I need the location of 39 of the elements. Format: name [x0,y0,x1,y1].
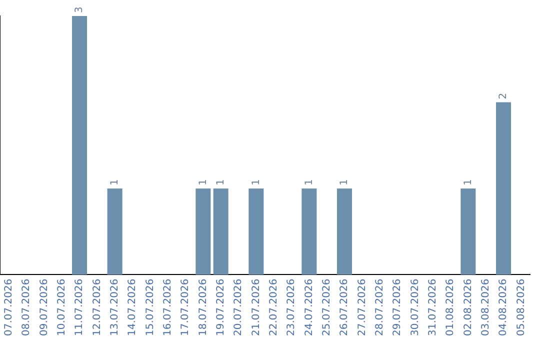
x-tick-label: 03.08.2026 [480,278,492,336]
x-tick-label: 15.07.2026 [144,278,156,336]
x-tick-label: 28.07.2026 [374,278,386,336]
x-tick-label: 11.07.2026 [74,278,86,336]
x-tick-label: 04.08.2026 [498,278,510,336]
x-tick-label: 13.07.2026 [109,278,120,336]
data-label: 2 [498,92,510,100]
data-label: 1 [109,179,120,186]
x-tick-label: 27.07.2026 [356,278,368,336]
x-tick-label: 02.08.2026 [462,278,474,336]
x-tick-label: 14.07.2026 [127,278,138,336]
x-tick-label: 21.07.2026 [250,278,262,336]
x-tick-label: 12.07.2026 [92,278,103,336]
data-label: 1 [215,179,226,186]
x-tick-label: 20.07.2026 [233,278,244,336]
data-label: 3 [74,6,86,13]
x-tick-label: 08.07.2026 [21,278,32,336]
x-tick-label: 30.07.2026 [410,278,421,336]
x-tick-label: 24.07.2026 [304,278,315,336]
x-tick-label: 25.07.2026 [321,278,332,336]
x-tick-label: 29.07.2026 [392,278,404,336]
x-tick-label: 23.07.2026 [286,278,298,336]
x-tick-label: 19.07.2026 [215,278,226,336]
data-label: 1 [250,179,262,186]
data-label: 1 [304,179,315,186]
data-label: 1 [198,179,209,186]
x-tick-label: 22.07.2026 [268,278,280,336]
x-tick-label: 09.07.2026 [38,278,50,336]
x-tick-label: 17.07.2026 [180,278,192,336]
data-label: 1 [462,179,474,186]
x-tick-label: 18.07.2026 [198,278,209,336]
data-label: 1 [339,179,350,186]
x-tick-label: 31.07.2026 [427,278,438,336]
x-tick-label: 05.08.2026 [516,278,527,336]
x-tick-label: 01.08.2026 [445,278,456,336]
x-tick-label: 16.07.2026 [162,278,174,336]
x-tick-label: 26.07.2026 [339,278,350,336]
x-tick-label: 07.07.2026 [3,278,14,336]
x-tick-label: 10.07.2026 [56,278,68,336]
